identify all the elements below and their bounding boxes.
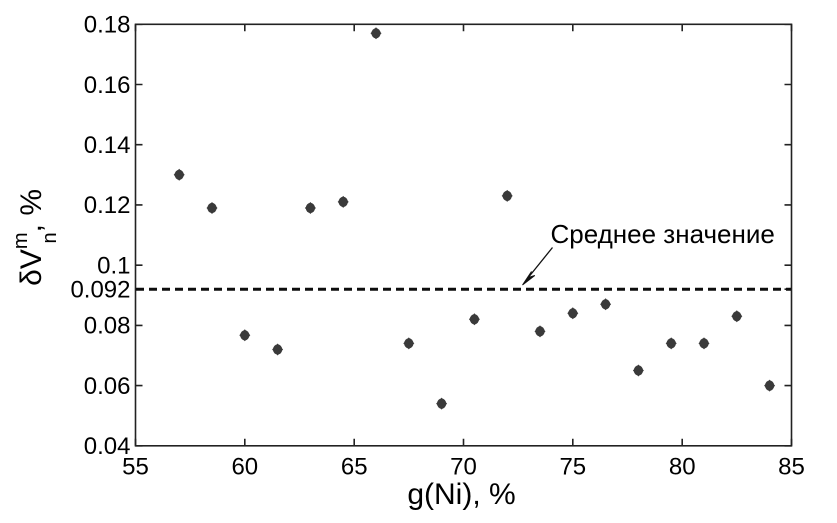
- svg-text:0.06: 0.06: [84, 373, 131, 400]
- svg-text:0.1: 0.1: [97, 253, 130, 280]
- svg-text:70: 70: [450, 454, 477, 481]
- svg-text:0.04: 0.04: [84, 433, 131, 460]
- svg-text:0.16: 0.16: [84, 72, 131, 99]
- svg-text:g(Ni), %: g(Ni), %: [407, 478, 515, 511]
- svg-text:65: 65: [341, 454, 368, 481]
- svg-text:75: 75: [559, 454, 586, 481]
- svg-text:0.18: 0.18: [84, 12, 131, 39]
- svg-text:0.092: 0.092: [70, 277, 130, 304]
- svg-text:55: 55: [122, 454, 149, 481]
- svg-text:85: 85: [778, 454, 805, 481]
- svg-text:Среднее значение: Среднее значение: [551, 219, 775, 249]
- svg-text:0.12: 0.12: [84, 192, 131, 219]
- svg-text:0.08: 0.08: [84, 313, 131, 340]
- svg-text:0.14: 0.14: [84, 132, 131, 159]
- svg-text:80: 80: [669, 454, 696, 481]
- svg-text:60: 60: [231, 454, 258, 481]
